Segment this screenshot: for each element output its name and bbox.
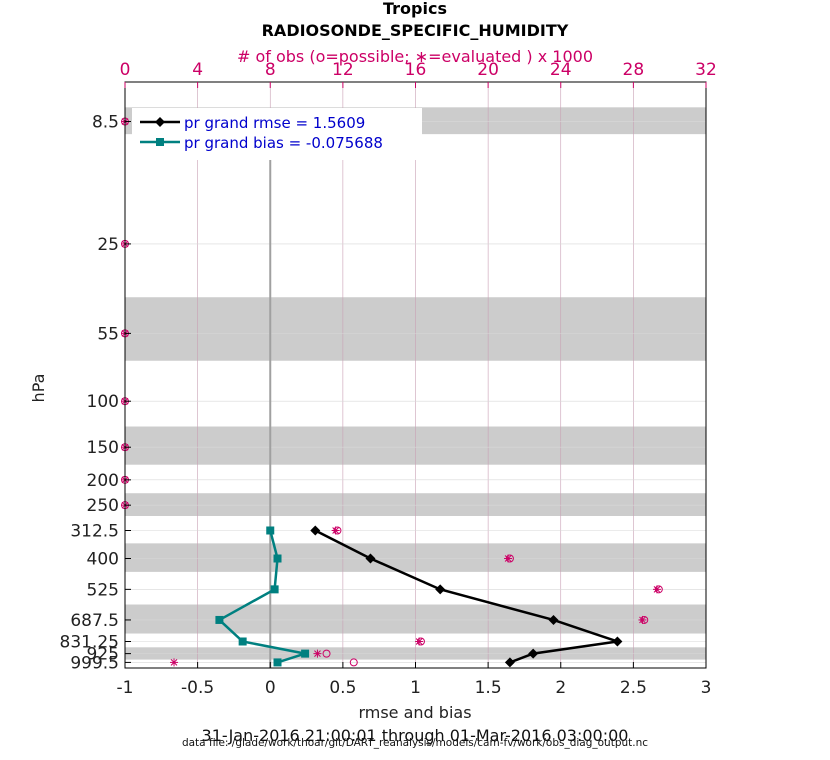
rmse-point <box>310 525 321 536</box>
bias-point <box>266 526 275 535</box>
y-tick-label: 400 <box>87 550 119 570</box>
obs-evaluated-stroke <box>170 659 178 666</box>
x-tick-label: 2.5 <box>620 678 647 698</box>
y-tick-label: 100 <box>87 392 119 412</box>
x-tick-label: -1 <box>117 678 134 698</box>
rmse-point <box>528 648 539 659</box>
y-tick-label: 250 <box>87 496 119 516</box>
top-tick-label: 4 <box>192 60 203 80</box>
y-tick-label: 55 <box>97 324 119 344</box>
x-tick-label: 2 <box>555 678 566 698</box>
rmse-point <box>504 657 515 668</box>
y-axis-label: hPa <box>29 374 48 403</box>
obs-possible-markers <box>121 117 663 667</box>
legend: pr grand rmse = 1.5609 pr grand bias = -… <box>132 108 422 160</box>
obs-evaluated-stroke <box>504 555 512 562</box>
bias-point <box>273 658 282 667</box>
rmse-point <box>548 614 559 625</box>
left-axis-ticks: 8.5 25 55 100 150 200 250 312.5 400 525 687.5831.2… <box>60 113 131 673</box>
y-tick-label: 150 <box>87 438 119 458</box>
rmse-point <box>612 636 623 647</box>
bias-point <box>301 649 310 658</box>
top-tick-label: 0 <box>120 60 131 80</box>
obs-evaluated-marker <box>170 658 179 667</box>
date-range: 31-Jan-2016 21:00:01 through 01-Mar-2016… <box>202 726 629 745</box>
top-tick-label: 20 <box>477 60 499 80</box>
top-tick-label: 12 <box>332 60 354 80</box>
y-tick-label: 687.5 <box>70 611 119 631</box>
top-axis-ticks: 0 4 8 12 16 20 24 28 32 <box>120 60 717 88</box>
legend-rmse-label: pr grand rmse = 1.5609 <box>184 114 365 132</box>
obs-evaluated-marker <box>638 615 647 624</box>
legend-bias-label: pr grand bias = -0.075688 <box>184 134 383 152</box>
obs-evaluated-marker <box>313 649 322 658</box>
x-tick-label: -0.5 <box>181 678 214 698</box>
bottom-axis-ticks: -1 -0.5 0 0.5 1 1.5 2 2.5 3 <box>117 662 712 698</box>
legend-box <box>132 108 422 160</box>
series-lines <box>215 525 623 668</box>
y-tick-label: 312.5 <box>70 521 119 541</box>
y-tick-label: 200 <box>87 471 119 491</box>
y-tick-label: 25 <box>97 235 119 255</box>
bias-point <box>238 637 247 646</box>
data-file-note: data file: /glade/work/thoar/git/DART_re… <box>182 737 648 749</box>
obs-evaluated-stroke <box>332 527 339 534</box>
chart-title-variable: RADIOSONDE_SPECIFIC_HUMIDITY <box>262 21 569 40</box>
x-tick-label: 1.5 <box>475 678 502 698</box>
grid-lines <box>124 82 707 668</box>
top-tick-label: 8 <box>265 60 276 80</box>
obs-possible-marker <box>349 658 358 667</box>
bias-point <box>270 585 279 594</box>
y-tick-label: 925 <box>87 645 119 665</box>
legend-rmse-marker <box>155 117 165 127</box>
obs-evaluated-stroke <box>415 638 423 645</box>
obs-evaluated-stroke <box>639 616 646 624</box>
obs-evaluated-marker <box>415 637 424 646</box>
bias-point <box>273 554 282 563</box>
y-tick-label: 8.5 <box>92 113 119 133</box>
obs-evaluated-stroke <box>314 650 321 657</box>
top-tick-label: 28 <box>623 60 645 80</box>
y-tick-label: 999.5 <box>70 653 119 673</box>
x-tick-label: 1 <box>410 678 421 698</box>
top-tick-label: 32 <box>695 60 717 80</box>
top-axis-label: # of obs (o=possible; ∗=evaluated ) x 10… <box>237 47 593 66</box>
legend-bias-marker <box>156 138 164 146</box>
top-tick-label: 16 <box>405 60 427 80</box>
obs-evaluated-stroke <box>653 586 661 593</box>
top-tick-label: 24 <box>550 60 572 80</box>
x-tick-label: 3 <box>701 678 712 698</box>
y-tick-label: 831.25 <box>60 632 119 652</box>
x-tick-label: 0.5 <box>329 678 356 698</box>
rmse-point <box>365 553 376 564</box>
x-tick-label: 0 <box>265 678 276 698</box>
rmse-point <box>435 584 446 595</box>
obs-possible-marker <box>322 649 331 658</box>
obs-evaluated-markers <box>121 117 661 667</box>
y-tick-label: 525 <box>87 580 119 600</box>
obs-evaluated-marker <box>331 526 340 535</box>
obs-evaluated-marker <box>652 585 661 594</box>
x-axis-label: rmse and bias <box>358 703 471 722</box>
chart-title-region: Tropics <box>383 0 447 18</box>
bias-point <box>215 615 224 624</box>
obs-evaluated-marker <box>504 554 513 563</box>
